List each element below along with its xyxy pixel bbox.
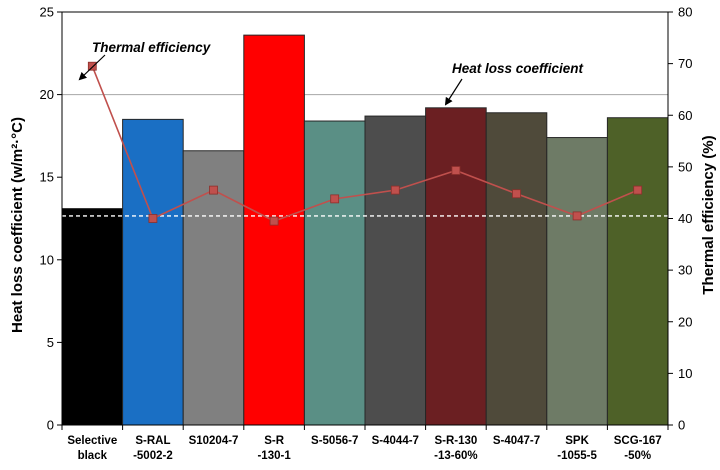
category-label-line: -5002-2 [133, 450, 173, 462]
category-label: S-5056-7 [311, 435, 358, 447]
right-tick-label: 70 [678, 56, 692, 71]
category-label-line: SPK [565, 435, 589, 447]
category-label-line: S-R [264, 435, 285, 447]
efficiency-point [512, 189, 521, 199]
right-tick-label: 10 [678, 366, 692, 381]
category-label-line: S-5056-7 [311, 435, 358, 447]
efficiency-point [390, 185, 400, 195]
category-label-line: black [78, 450, 108, 462]
category-label: S-4044-7 [372, 435, 419, 447]
annotations: Thermal efficiency Heat loss coefficient [78, 40, 584, 106]
right-tick-label: 50 [678, 159, 692, 174]
efficiency-point [148, 214, 158, 223]
left-tick-label: 25 [40, 5, 54, 20]
annotation-arrow [444, 78, 463, 106]
right-tick-label: 80 [678, 5, 692, 20]
category-label: SCG-167 -50% [614, 435, 662, 462]
left-axis-ticks: 0 5 10 15 20 25 [40, 5, 62, 433]
annotation-arrow [78, 54, 106, 81]
bar [182, 150, 245, 426]
category-label: S-RAL -5002-2 [133, 435, 173, 462]
left-tick-label: 10 [40, 252, 54, 267]
category-label: S-R -130-1 [257, 435, 291, 462]
left-tick-label: 0 [47, 418, 54, 433]
left-tick-label: 20 [40, 87, 54, 102]
category-label-line: S-R-130 [434, 435, 477, 447]
y-axis-title-left: Heat loss coefficient (w/m²·°C) [9, 117, 26, 333]
left-tick-label: 5 [47, 335, 54, 350]
right-axis-ticks: 0 10 20 30 40 50 60 70 80 [668, 5, 692, 433]
bar [425, 107, 487, 426]
category-label-line: S-RAL [135, 435, 170, 447]
category-label-line: S-4047-7 [493, 435, 540, 447]
bar [61, 208, 124, 426]
right-tick-label: 20 [678, 314, 692, 329]
category-label-line: S10204-7 [189, 435, 239, 447]
annotation-heat-loss-coefficient: Heat loss coefficient [452, 61, 584, 76]
category-label-line: -130-1 [257, 450, 291, 462]
right-tick-label: 60 [678, 108, 692, 123]
category-label: S-R-130 -13-60% [434, 435, 477, 462]
right-tick-label: 0 [678, 418, 685, 433]
bar [485, 112, 548, 426]
annotation-thermal-efficiency: Thermal efficiency [92, 40, 212, 55]
category-label-line: -13-60% [434, 450, 477, 462]
efficiency-line [91, 65, 639, 222]
efficiency-point [87, 61, 97, 71]
right-tick-label: 30 [678, 263, 692, 278]
category-label: S10204-7 [189, 435, 239, 447]
right-tick-label: 40 [678, 211, 692, 226]
bar-series [61, 34, 669, 426]
line-series [87, 61, 643, 226]
efficiency-point [330, 194, 340, 204]
efficiency-point [209, 185, 218, 195]
category-label: SPK -1055-5 [557, 435, 597, 462]
efficiency-point [269, 216, 279, 226]
efficiency-point [633, 185, 643, 195]
category-label-line: -50% [624, 450, 651, 462]
category-label-line: -1055-5 [557, 450, 597, 462]
bar [606, 117, 669, 426]
efficiency-point [572, 211, 582, 221]
category-label-line: Selective [67, 435, 117, 447]
bar [364, 115, 427, 426]
category-label-line: S-4044-7 [372, 435, 419, 447]
category-label-line: SCG-167 [614, 435, 662, 447]
bar [243, 34, 305, 426]
efficiency-point [451, 166, 461, 175]
left-tick-label: 15 [40, 170, 54, 185]
y-axis-title-right: Thermal efficiency (%) [700, 135, 717, 294]
category-label: S-4047-7 [493, 435, 540, 447]
bar [546, 137, 608, 426]
bar [303, 120, 366, 426]
category-label: Selective black [67, 435, 117, 462]
